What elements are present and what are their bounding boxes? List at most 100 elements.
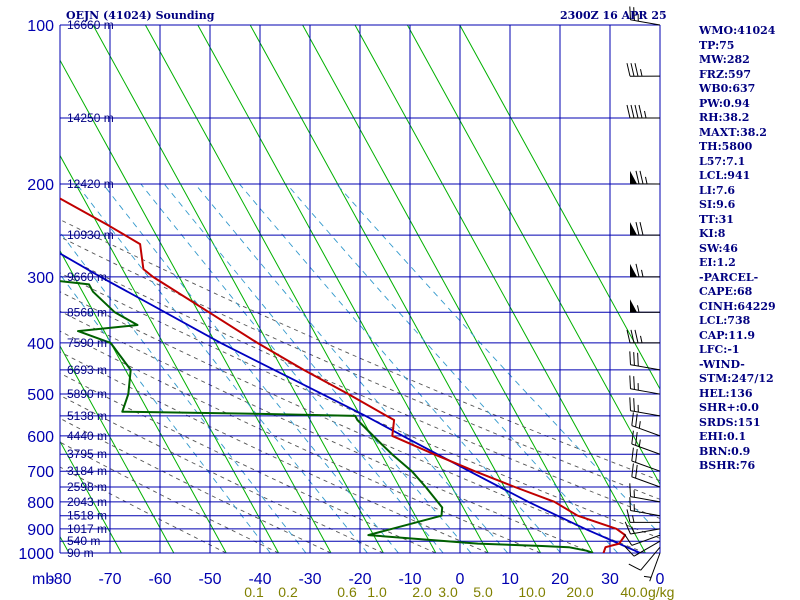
index-line: -PARCEL- (699, 270, 759, 284)
index-line: CINH:64229 (699, 299, 776, 313)
wind-barb (629, 497, 661, 517)
wind-barb (624, 533, 661, 546)
mixing-ratio-label: 2.0 (412, 584, 432, 600)
mixing-ratio-label: 0.6 (337, 584, 357, 600)
index-line: KI:8 (699, 227, 726, 240)
index-line: WB0:637 (699, 82, 756, 95)
height-label: 4440 m (67, 429, 107, 443)
temperature-tick-label: 10 (501, 571, 519, 588)
index-line: CAP:11.9 (699, 328, 756, 342)
index-line: RH:38.2 (699, 111, 750, 124)
mixing-ratio-line (239, 183, 562, 553)
isotherm-line (60, 249, 227, 553)
height-label: 2043 m (67, 495, 107, 509)
isotherm-line (302, 25, 594, 553)
height-label: 9660 m (67, 270, 107, 284)
wind-barb (631, 430, 661, 455)
isotherm-line (354, 25, 646, 553)
index-line: WMO:41024 (699, 24, 776, 37)
isotherm-line (92, 25, 384, 553)
wind-barb (624, 521, 661, 535)
wind-barb (629, 170, 661, 185)
pressure-tick-label: 900 (27, 522, 54, 539)
dry-adiabat-line (60, 254, 660, 520)
height-label: 16660 m (67, 18, 114, 32)
isotherm-line (60, 154, 280, 553)
index-line: -WIND- (699, 357, 745, 371)
mixing-ratio-label: 20.0 (566, 584, 593, 600)
height-label: 14250 m (67, 111, 114, 125)
pressure-tick-label: 400 (27, 336, 54, 353)
wind-barb (628, 546, 661, 571)
wind-barb (626, 104, 661, 119)
wind-barb (643, 552, 661, 582)
index-line: CAPE:68 (699, 285, 753, 298)
pressure-tick-label: 500 (27, 387, 54, 404)
height-label: 90 m (67, 546, 94, 560)
temperature-tick-label: -80 (48, 571, 71, 588)
mixing-ratio-label: 40.0 (620, 584, 647, 600)
wind-barb (629, 397, 661, 417)
mixing-ratio-label: 0.2 (278, 584, 298, 600)
index-line: SRDS:151 (699, 415, 761, 429)
index-line: FRZ:597 (699, 67, 752, 81)
height-label: 7590 m (67, 336, 107, 350)
wind-barb (626, 509, 661, 523)
height-label: 540 m (67, 534, 100, 548)
index-line: MW:282 (699, 53, 750, 66)
index-line: MAXT:38.2 (699, 125, 767, 139)
index-line: BRN:0.9 (699, 444, 751, 458)
temperature-trace (60, 197, 627, 553)
dry-adiabat-line (60, 372, 436, 553)
mixing-ratio-line (102, 183, 399, 553)
height-label: 2598 m (67, 480, 107, 494)
temperature-tick-label: 30 (601, 571, 619, 588)
index-line: SHR+:0.0 (699, 401, 759, 414)
pressure-tick-label: 600 (27, 429, 54, 446)
dry-adiabat-line (60, 394, 384, 553)
pressure-tick-label: 100 (27, 18, 54, 35)
temperature-tick-label: -60 (148, 571, 171, 588)
isotherm-line (60, 345, 175, 553)
index-line: BSHR:76 (699, 459, 756, 472)
index-line: EI:1.2 (699, 256, 736, 269)
wind-barb (629, 221, 661, 236)
wind-barb (629, 483, 661, 503)
index-line: LCL:941 (699, 169, 751, 182)
wind-barb (629, 263, 661, 278)
parcel-trace (60, 252, 641, 553)
mixing-ratio-line (336, 183, 660, 535)
isotherm-line (406, 25, 660, 486)
wind-barb (626, 329, 661, 344)
mixing-ratio-label: 1.0 (367, 584, 387, 600)
sounding-datetime: 2300Z 16 APR 25 (560, 9, 667, 22)
height-label: 6693 m (67, 363, 107, 377)
index-line: TT:31 (699, 212, 734, 226)
pressure-tick-label: 1000 (18, 546, 54, 563)
isotherm-line (60, 440, 122, 553)
index-line: L57:7.1 (699, 154, 746, 168)
index-line: PW:0.94 (699, 96, 750, 110)
temperature-tick-label: -70 (98, 571, 121, 588)
temperature-tick-label: 20 (551, 571, 569, 588)
wind-barb (629, 6, 661, 26)
height-label: 1017 m (67, 522, 107, 536)
height-label: 5138 m (67, 409, 107, 423)
temperature-tick-label: -30 (298, 571, 321, 588)
temperature-tick-label: -10 (398, 571, 421, 588)
dewpoint-trace (60, 280, 594, 553)
wind-barb (629, 375, 661, 395)
pressure-tick-label: 800 (27, 495, 54, 512)
pressure-tick-label: 200 (27, 177, 54, 194)
mixing-ratio-label: 5.0 (473, 584, 493, 600)
wind-barb (631, 412, 661, 437)
wind-barb (626, 63, 661, 77)
mixing-ratio-label: 0.1 (244, 584, 264, 600)
pressure-tick-label: 700 (27, 464, 54, 481)
height-label: 12420 m (67, 177, 114, 191)
index-line: LI:7.6 (699, 183, 736, 197)
isotherm-line (249, 25, 542, 553)
mixing-ratio-line (194, 183, 509, 553)
